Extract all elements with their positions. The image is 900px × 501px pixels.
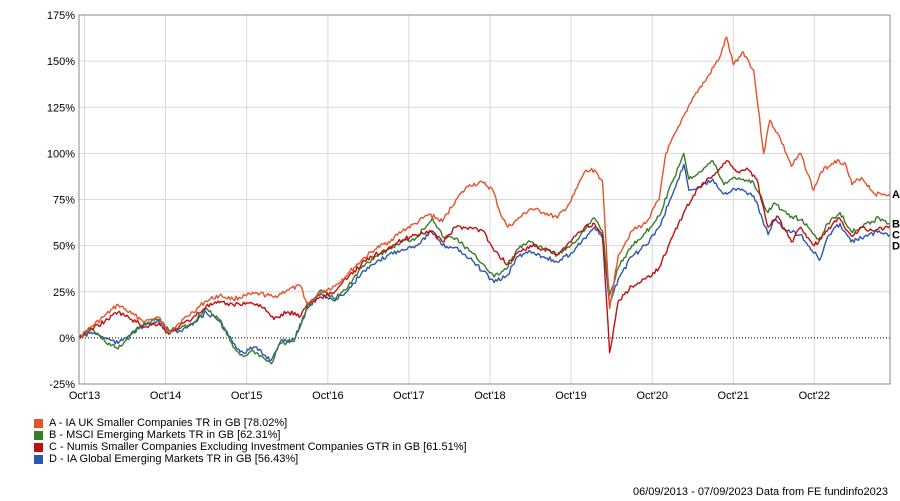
y-axis-tick-labels: -25% 0% 25% 50% 75% 100% 125% 150% 175%	[47, 10, 75, 391]
legend-item-a: A - IA UK Smaller Companies TR in GB [78…	[34, 417, 467, 429]
x-tick-label: Oct'18	[474, 390, 505, 402]
series-end-label-b: B	[892, 218, 900, 230]
y-tick-label: -25%	[49, 379, 75, 391]
series-line-c	[78, 160, 891, 354]
legend-label-d: D - IA Global Emerging Markets TR in GB …	[49, 453, 299, 465]
legend-swatch-a	[34, 418, 43, 428]
y-tick-label: 100%	[47, 148, 75, 160]
x-tick-label: Oct'15	[231, 390, 262, 402]
x-tick-label: Oct'22	[799, 390, 830, 402]
legend-label-a: A - IA UK Smaller Companies TR in GB [78…	[49, 417, 288, 429]
date-range-footer: 06/09/2013 - 07/09/2023 Data from FE fun…	[632, 486, 888, 498]
x-tick-label: Oct'17	[393, 390, 424, 402]
series-line-b	[78, 152, 891, 365]
x-tick-label: Oct'14	[150, 390, 181, 402]
x-tick-label: Oct'16	[312, 390, 343, 402]
series-end-label-c: C	[892, 229, 900, 241]
legend-swatch-c	[34, 442, 43, 452]
series-lines	[78, 36, 891, 365]
series-line-d	[78, 163, 891, 362]
y-tick-label: 75%	[53, 195, 75, 207]
legend: A - IA UK Smaller Companies TR in GB [78…	[34, 417, 467, 465]
legend-swatch-b	[34, 430, 43, 440]
series-end-label-d: D	[892, 240, 900, 252]
y-tick-label: 125%	[47, 102, 75, 114]
legend-label-b: B - MSCI Emerging Markets TR in GB [62.3…	[49, 429, 281, 441]
x-tick-label: Oct'21	[718, 390, 749, 402]
legend-item-d: D - IA Global Emerging Markets TR in GB …	[34, 453, 467, 465]
legend-item-b: B - MSCI Emerging Markets TR in GB [62.3…	[34, 429, 467, 441]
series-end-label-a: A	[892, 189, 900, 201]
x-tick-label: Oct'19	[555, 390, 586, 402]
y-tick-label: 50%	[53, 241, 75, 253]
plot-frame	[78, 14, 891, 385]
y-tick-label: 150%	[47, 56, 75, 68]
x-tick-label: Oct'20	[637, 390, 668, 402]
y-tick-label: 175%	[47, 10, 75, 22]
y-tick-label: 25%	[53, 287, 75, 299]
legend-label-c: C - Numis Smaller Companies Excluding In…	[49, 441, 467, 453]
series-end-labels: A BCD	[892, 189, 900, 253]
x-axis-tick-labels: Oct'13 Oct'14 Oct'15 Oct'16 Oct'17 Oct'18 Oct'…	[69, 390, 830, 402]
legend-swatch-d	[34, 454, 43, 464]
series-line-a	[78, 36, 891, 339]
legend-item-c: C - Numis Smaller Companies Excluding In…	[34, 441, 467, 453]
y-tick-label: 0%	[59, 333, 75, 345]
grid-lines	[79, 14, 890, 385]
x-tick-label: Oct'13	[69, 390, 100, 402]
